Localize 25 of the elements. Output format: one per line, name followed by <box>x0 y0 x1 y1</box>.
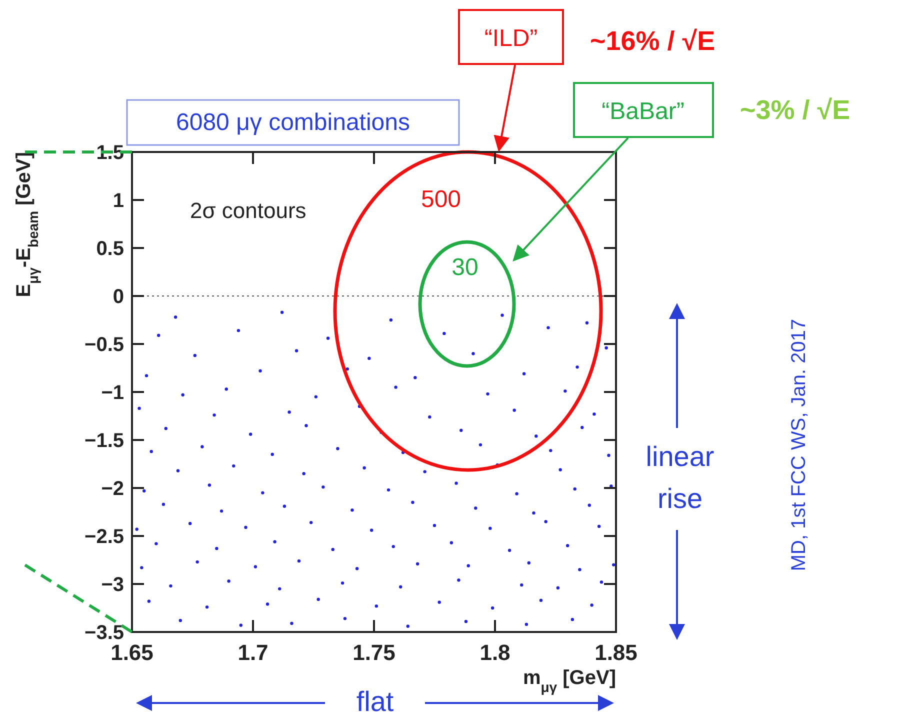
y-tick-label: −1.5 <box>84 430 124 452</box>
x-tick-label: 1.85 <box>594 640 638 665</box>
text: MD, 1st FCC WS, Jan. 2017 <box>788 318 810 572</box>
x-axis-title: m$_{μγ}$ [GeV] <box>522 667 616 695</box>
annotation: 2σ contours <box>190 198 306 223</box>
x-tick-label: 1.7 <box>238 640 268 665</box>
y-tick-label: −2.5 <box>84 526 124 548</box>
y-tick-label: −0.5 <box>84 334 124 356</box>
y-tick-label: 1 <box>112 190 124 212</box>
x-tick-label: 1.75 <box>352 640 396 665</box>
y-tick-label: −1 <box>101 382 124 404</box>
y-tick-label: 0.5 <box>96 238 124 260</box>
x-tick-label: 1.8 <box>480 640 510 665</box>
text: ~16% / √E <box>590 26 716 56</box>
annotation: 500 <box>420 186 462 213</box>
y-tick-label: −3 <box>101 574 124 596</box>
text: flat <box>356 686 394 712</box>
text: 6080 μγ combinations <box>176 109 410 136</box>
text: linear rise <box>646 441 714 514</box>
text: ~3% / √E <box>740 95 850 125</box>
text: “BaBar” <box>602 98 684 125</box>
text: “ILD” <box>484 25 538 52</box>
annotation: 30 <box>452 254 478 281</box>
y-tick-label: 0 <box>112 286 124 308</box>
y-tick-label: −2 <box>101 478 124 500</box>
